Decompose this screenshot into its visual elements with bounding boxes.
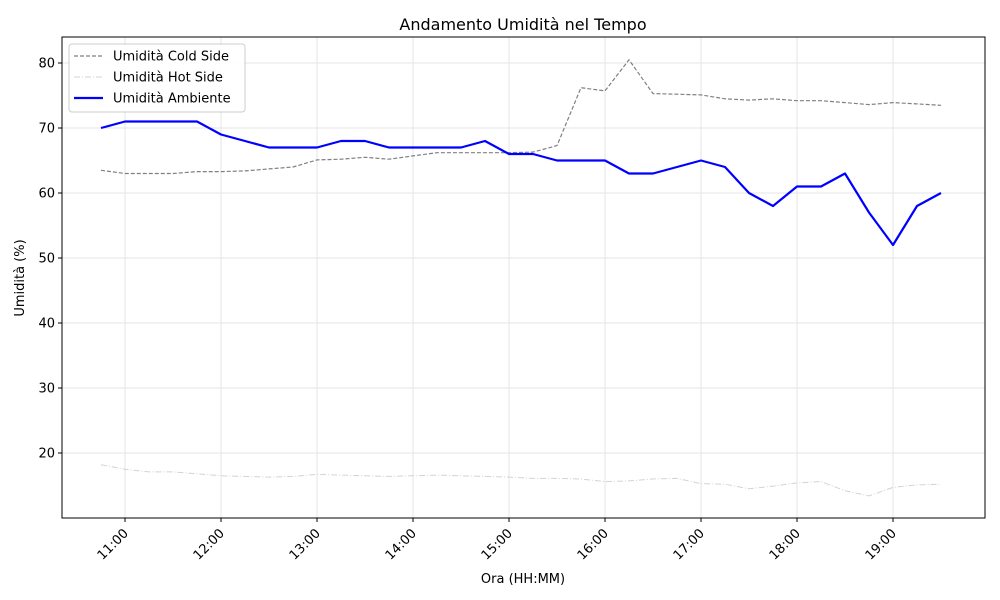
chart-title: Andamento Umidità nel Tempo [399,15,646,34]
x-tick-label: 11:00 [95,526,132,563]
y-tick-label: 80 [38,57,55,72]
y-tick-label: 20 [38,447,55,462]
series-line-3 [100,120,942,247]
y-tick-label: 50 [38,252,55,267]
x-axis-ticks: 11:00 12:00 13:00 14:00 15:00 16:00 17:00 18:00… [95,518,900,563]
x-axis-label: Ora (HH:MM) [481,572,565,587]
grid-lines [62,37,985,518]
legend-box [68,43,246,113]
y-axis-label: Umidità (%) [13,239,28,316]
x-tick-label: 18:00 [767,526,804,563]
x-tick-label: 14:00 [383,526,420,563]
legend: Umidità Cold Side Umidità Hot Side Umidità… [68,43,246,113]
y-tick-label: 30 [38,382,55,397]
x-tick-label: 16:00 [575,526,612,563]
x-tick-label: 19:00 [863,526,900,563]
plot-frame [61,36,986,519]
x-tick-label: 12:00 [191,526,228,563]
x-tick-label: 13:00 [287,526,324,563]
series-line-2 [100,464,942,497]
legend-label-1: Umidità Cold Side [113,50,229,65]
series-lines [100,59,942,497]
y-axis-ticks: 20 30 40 50 60 70 80 [38,57,62,462]
legend-label-3: Umidità Ambiente [113,92,231,107]
x-tick-label: 15:00 [479,526,516,563]
y-tick-label: 70 [38,122,55,137]
series-line-1 [100,59,942,175]
legend-label-2: Umidità Hot Side [113,71,223,86]
x-tick-label: 17:00 [671,526,708,563]
y-tick-label: 40 [38,317,55,332]
y-tick-label: 60 [38,187,55,202]
